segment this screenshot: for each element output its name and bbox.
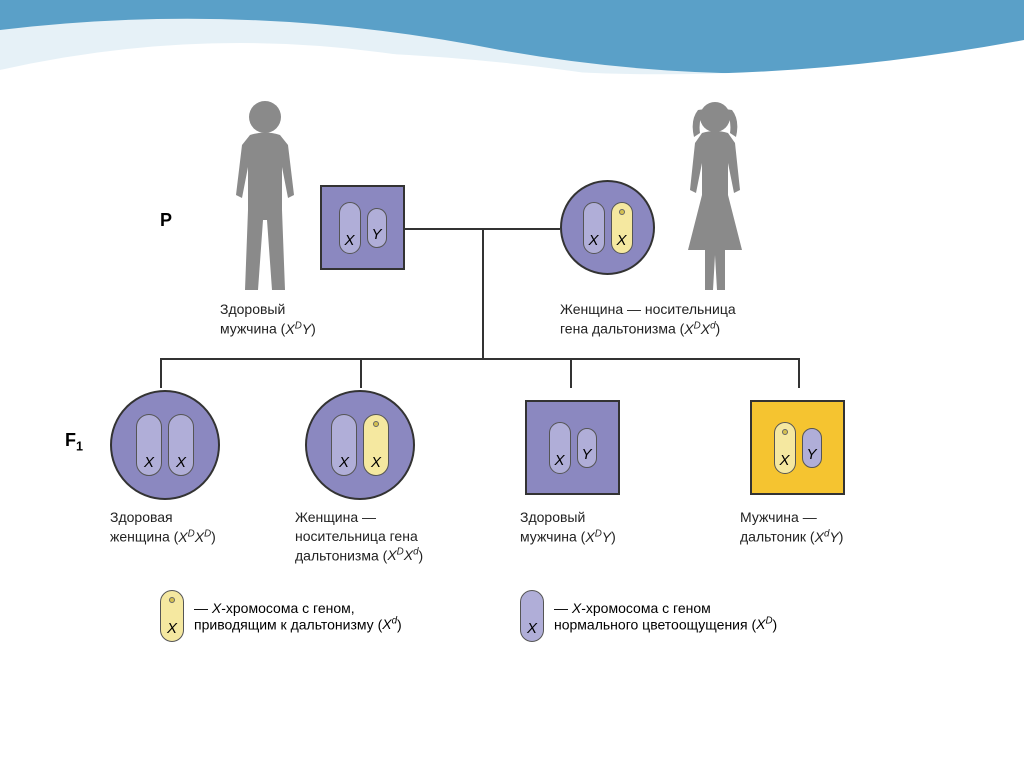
chromosome-y: Y [367,208,387,248]
connector [570,358,572,388]
connector [160,358,162,388]
offspring-2-caption: Женщина —носительница генадальтонизма (X… [295,508,495,565]
chromosome-x-mutant: X [611,202,633,254]
chromosome-x-normal: X [339,202,361,254]
chromosome-x-normal: X [136,414,162,476]
offspring-1-genotype: X X [110,390,220,500]
generation-f1-label: F1 [65,430,83,454]
father-caption: Здоровыймужчина (XDY) [220,300,420,338]
offspring-2-genotype: X X [305,390,415,500]
chromosome-x-normal: X [168,414,194,476]
mother-genotype: X X [560,180,655,275]
chromosome-x-normal: X [549,422,571,474]
chromosome-y: Y [577,428,597,468]
connector [360,358,362,388]
offspring-4-genotype: X Y [750,400,845,495]
father-genotype: X Y [320,185,405,270]
chromosome-x-mutant: X [774,422,796,474]
diagram-content: P X Y Здоровыймужчина (XDY) X X Женщина … [100,90,924,727]
offspring-4-caption: Мужчина —дальтоник (XdY) [740,508,910,546]
chromosome-x-normal: X [331,414,357,476]
offspring-3-caption: Здоровыймужчина (XDY) [520,508,690,546]
connector [482,228,484,358]
mother-caption: Женщина — носительницагена дальтонизма (… [560,300,820,338]
legend-mutant: X — X-хромосома с геном, приводящим к да… [160,590,402,642]
mother-silhouette [670,95,760,295]
chromosome-x-normal: X [583,202,605,254]
connector [798,358,800,388]
offspring-1-caption: Здороваяженщина (XDXD) [110,508,280,546]
legend-normal: X — X-хромосома с геном нормального цвет… [520,590,777,642]
chromosome-y: Y [802,428,822,468]
connector [160,358,800,360]
offspring-3-genotype: X Y [525,400,620,495]
chromosome-x-mutant: X [363,414,389,476]
father-silhouette [220,95,310,295]
generation-p-label: P [160,210,172,231]
